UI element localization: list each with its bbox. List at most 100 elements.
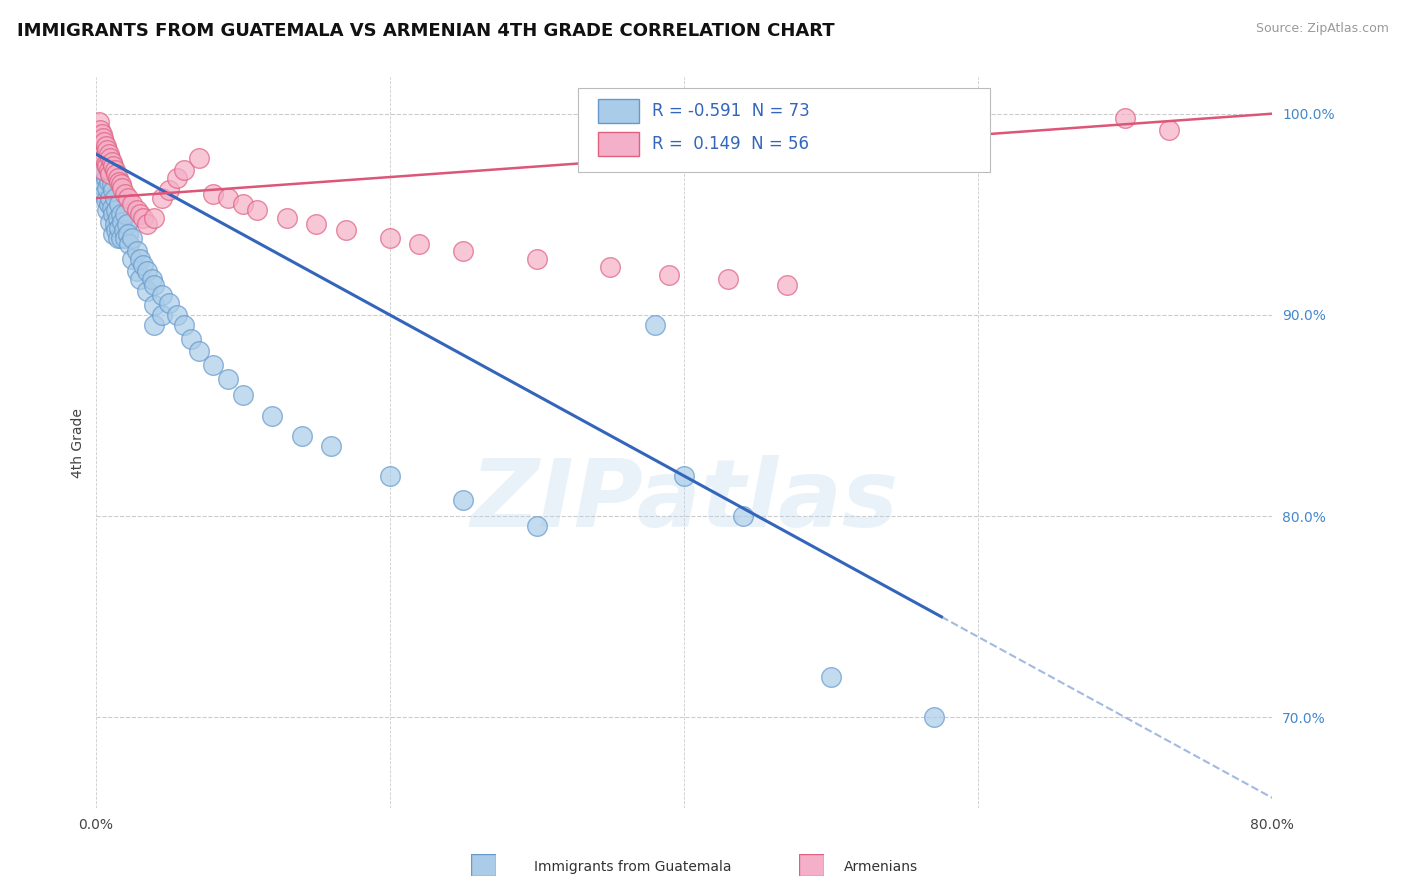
Point <box>408 237 430 252</box>
Point <box>103 227 125 242</box>
Point <box>90 127 112 141</box>
Point <box>89 167 111 181</box>
Point <box>98 215 121 229</box>
Y-axis label: 4th Grade: 4th Grade <box>72 408 86 477</box>
Point <box>110 231 132 245</box>
Point <box>731 509 754 524</box>
Point <box>262 409 284 423</box>
Point <box>644 318 666 332</box>
Point <box>202 358 225 372</box>
Text: IMMIGRANTS FROM GUATEMALA VS ARMENIAN 4TH GRADE CORRELATION CHART: IMMIGRANTS FROM GUATEMALA VS ARMENIAN 4T… <box>17 22 835 40</box>
Point <box>93 151 115 165</box>
Point <box>101 155 124 169</box>
Point <box>136 284 159 298</box>
Point <box>107 171 129 186</box>
Point <box>117 191 139 205</box>
Point <box>94 157 117 171</box>
Text: Immigrants from Guatemala: Immigrants from Guatemala <box>534 860 731 874</box>
Point <box>378 231 401 245</box>
Point <box>125 203 148 218</box>
Point <box>820 670 842 684</box>
Point <box>89 122 111 136</box>
Point <box>136 218 159 232</box>
Point <box>107 231 129 245</box>
Point <box>87 147 110 161</box>
Point <box>232 197 254 211</box>
FancyBboxPatch shape <box>578 88 990 172</box>
Text: ZIPatlas: ZIPatlas <box>470 455 898 547</box>
Point <box>93 187 115 202</box>
Point <box>104 163 127 178</box>
Point <box>526 519 548 533</box>
Point <box>232 388 254 402</box>
Point <box>150 191 173 205</box>
Point <box>108 221 131 235</box>
Point <box>143 318 166 332</box>
Point <box>378 469 401 483</box>
Point <box>1114 111 1136 125</box>
Point <box>180 332 202 346</box>
Point <box>97 163 120 178</box>
Point <box>335 223 357 237</box>
Point <box>91 131 114 145</box>
Point <box>90 143 112 157</box>
Point <box>101 201 124 215</box>
Point <box>98 167 121 181</box>
Point <box>115 218 138 232</box>
Point <box>117 227 139 242</box>
Point <box>453 244 475 258</box>
Point <box>114 231 136 245</box>
Point <box>125 263 148 277</box>
Point <box>118 237 141 252</box>
Point <box>922 710 945 724</box>
Point <box>166 171 188 186</box>
Point <box>121 197 143 211</box>
Point <box>108 197 131 211</box>
Point <box>104 191 127 205</box>
Point <box>103 159 125 173</box>
Point <box>96 203 118 218</box>
Point <box>107 211 129 226</box>
Point <box>89 136 111 151</box>
Point <box>96 157 118 171</box>
Text: R = -0.591  N = 73: R = -0.591 N = 73 <box>652 102 810 120</box>
Point <box>105 223 128 237</box>
Point <box>91 163 114 178</box>
Point <box>658 268 681 282</box>
Point <box>96 181 118 195</box>
Point <box>91 151 114 165</box>
Point <box>90 159 112 173</box>
Point <box>91 147 114 161</box>
Point <box>291 428 314 442</box>
Point <box>166 308 188 322</box>
Point <box>91 179 114 194</box>
Point <box>121 252 143 266</box>
Point <box>128 207 150 221</box>
Point <box>187 151 209 165</box>
Point <box>96 159 118 173</box>
Point <box>173 163 195 178</box>
Point <box>125 244 148 258</box>
Point <box>108 175 131 189</box>
Point <box>276 211 298 226</box>
Point <box>132 258 155 272</box>
Point <box>217 372 239 386</box>
Text: Armenians: Armenians <box>844 860 918 874</box>
Point <box>1159 122 1181 136</box>
Point <box>143 298 166 312</box>
Point <box>121 231 143 245</box>
Point <box>98 151 121 165</box>
Point <box>101 177 124 191</box>
Text: Source: ZipAtlas.com: Source: ZipAtlas.com <box>1256 22 1389 36</box>
Point <box>111 181 134 195</box>
Point <box>97 197 120 211</box>
Point <box>132 211 155 226</box>
Point <box>599 260 621 274</box>
Point <box>94 193 117 207</box>
Point <box>319 439 342 453</box>
Bar <box>598 99 640 123</box>
Point <box>93 135 115 149</box>
Point <box>202 187 225 202</box>
Point <box>150 287 173 301</box>
Point <box>673 469 696 483</box>
